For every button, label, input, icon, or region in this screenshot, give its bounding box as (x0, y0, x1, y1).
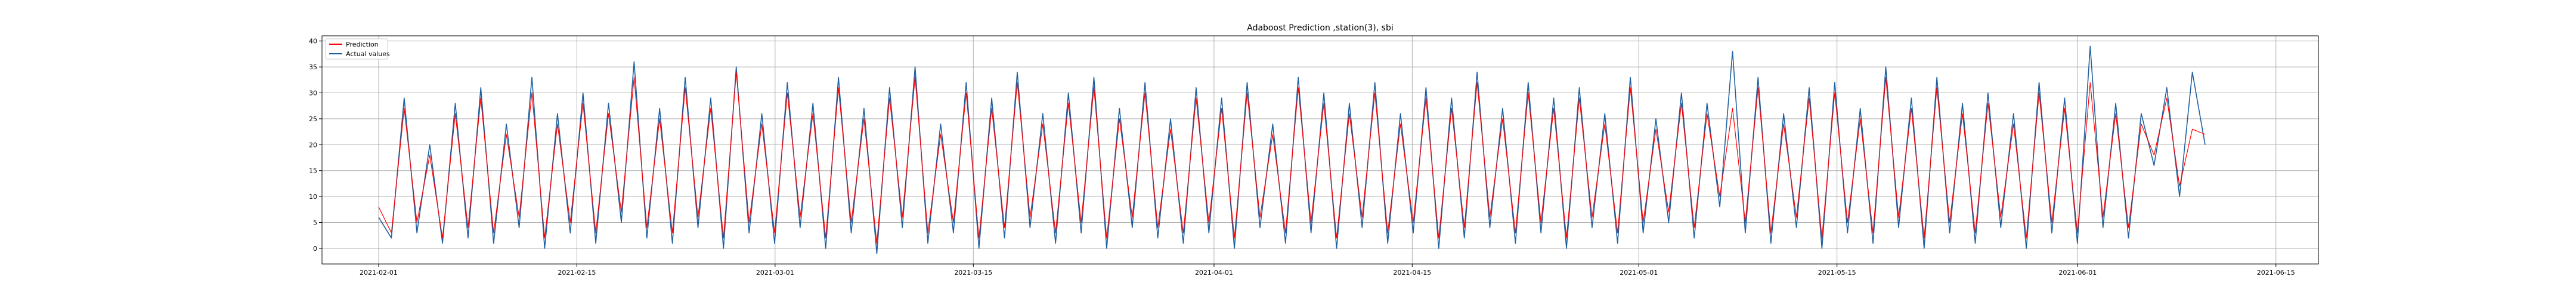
x-tick-label: 2021-03-01 (756, 269, 794, 277)
x-tick-label: 2021-04-01 (1195, 269, 1233, 277)
y-tick-label: 35 (309, 63, 317, 71)
chart-title: Adaboost Prediction ,station(3), sbi (1247, 23, 1393, 33)
x-tick-label: 2021-06-15 (2257, 269, 2295, 277)
legend-label-prediction: Prediction (346, 41, 379, 48)
x-tick-label: 2021-06-01 (2058, 269, 2097, 277)
y-tick-label: 5 (313, 219, 317, 227)
y-tick-label: 30 (309, 90, 317, 97)
x-axis: 2021-02-01 2021-02-15 2021-03-01 2021-03-15… (360, 264, 2295, 277)
x-tick-label: 2021-05-01 (1620, 269, 1658, 277)
y-tick-label: 15 (309, 167, 317, 175)
x-tick-label: 2021-02-15 (558, 269, 596, 277)
series-line-prediction (378, 72, 2206, 244)
series-layer (378, 45, 2206, 254)
y-tick-label: 25 (309, 115, 317, 123)
y-axis: 0 5 10 15 20 25 30 35 40 (309, 38, 322, 253)
x-tick-label: 2021-05-15 (1818, 269, 1856, 277)
x-tick-label: 2021-02-01 (360, 269, 398, 277)
x-tick-label: 2021-03-15 (954, 269, 992, 277)
legend-label-actual: Actual values (346, 50, 390, 58)
legend: Prediction Actual values (325, 38, 390, 60)
grid-layer (322, 36, 2318, 264)
plot-frame (321, 35, 2319, 265)
y-tick-label: 40 (309, 38, 317, 45)
y-tick-label: 20 (309, 141, 317, 149)
y-tick-label: 10 (309, 193, 317, 201)
x-tick-label: 2021-04-15 (1393, 269, 1431, 277)
y-tick-label: 0 (313, 245, 317, 253)
